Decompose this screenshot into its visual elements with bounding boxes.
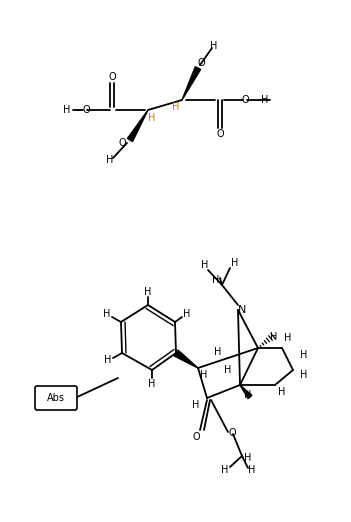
- Text: H: H: [106, 155, 114, 165]
- Text: O: O: [108, 72, 116, 82]
- Text: O: O: [192, 432, 200, 442]
- Text: H: H: [210, 41, 218, 51]
- Text: H: H: [284, 333, 292, 343]
- Polygon shape: [240, 385, 252, 399]
- Text: H: H: [248, 465, 256, 475]
- Text: O: O: [216, 129, 224, 139]
- Text: H: H: [63, 105, 71, 115]
- Polygon shape: [182, 67, 201, 100]
- Text: Abs: Abs: [47, 393, 65, 403]
- Text: H: H: [221, 465, 229, 475]
- Polygon shape: [174, 350, 198, 368]
- Text: H: H: [104, 355, 112, 365]
- Text: -: -: [254, 95, 258, 105]
- Text: H: H: [148, 113, 156, 123]
- Text: H: H: [300, 350, 308, 360]
- Text: H: H: [192, 400, 200, 410]
- Text: H: H: [278, 387, 286, 397]
- Text: H: H: [300, 370, 308, 380]
- Text: H: H: [214, 347, 222, 357]
- Text: H: H: [200, 370, 208, 380]
- Polygon shape: [127, 110, 148, 141]
- Text: H: H: [148, 379, 156, 389]
- Text: O: O: [241, 95, 249, 105]
- Text: H: H: [212, 275, 220, 285]
- Text: H: H: [261, 95, 269, 105]
- Text: H: H: [183, 309, 191, 319]
- Text: H: H: [270, 332, 278, 342]
- Text: H: H: [224, 365, 232, 375]
- Text: -: -: [76, 105, 80, 115]
- Text: N: N: [238, 305, 246, 315]
- Text: H: H: [244, 390, 252, 400]
- Text: O: O: [118, 138, 126, 148]
- Text: O: O: [197, 58, 205, 68]
- Text: H: H: [103, 309, 111, 319]
- Text: O: O: [82, 105, 90, 115]
- Text: H: H: [172, 102, 180, 112]
- Text: O: O: [228, 428, 236, 438]
- FancyBboxPatch shape: [35, 386, 77, 410]
- Text: H: H: [144, 287, 152, 297]
- Text: H: H: [231, 258, 239, 268]
- Text: H: H: [244, 453, 252, 463]
- Text: H: H: [201, 260, 209, 270]
